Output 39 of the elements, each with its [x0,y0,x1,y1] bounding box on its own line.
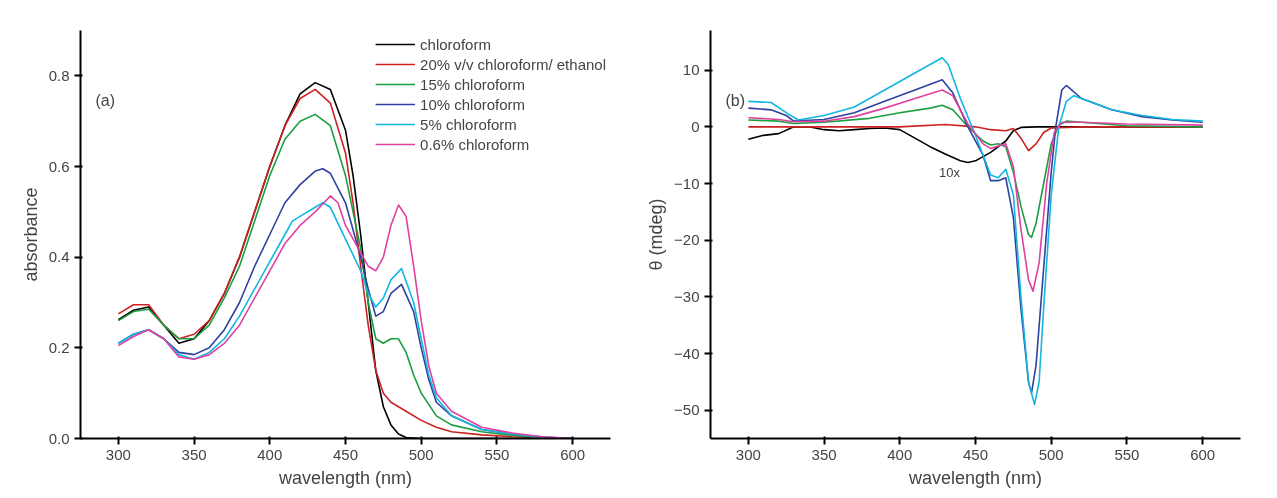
legend-label: 10% chloroform [420,95,526,113]
annotation: 10x [938,164,961,180]
y-tick-label: 0.6 [48,157,70,175]
x-axis-title: wavelength (nm) [907,467,1043,488]
x-tick-label: 600 [1190,445,1216,463]
legend-label: 15% chloroform [420,75,526,93]
x-tick-label: 350 [811,445,837,463]
y-tick-label: 0.2 [48,338,70,356]
y-tick-label: 0 [691,117,700,135]
x-tick-label: 500 [1038,445,1064,463]
y-tick-label: 10 [682,61,700,79]
x-tick-label: 500 [408,445,434,463]
annotation: (a) [95,91,116,109]
x-axis-title: wavelength (nm) [277,467,413,488]
x-tick-label: 600 [560,445,586,463]
legend-label: 20% v/v chloroform/ ethanol [420,55,606,73]
legend-label: 5% chloroform [420,115,517,133]
x-tick-label: 300 [735,445,761,463]
y-axis-title: absorbance [20,187,41,282]
y-tick-label: 0.4 [48,248,70,266]
y-tick-label: −40 [674,344,700,362]
x-tick-label: 450 [962,445,989,463]
x-tick-label: 300 [105,445,131,463]
legend-label: 0.6% chloroform [420,135,530,153]
x-tick-label: 450 [332,445,359,463]
annotation: (b) [725,91,746,109]
x-tick-label: 400 [257,445,283,463]
x-tick-label: 400 [887,445,913,463]
y-tick-label: −20 [674,231,700,249]
y-axis-title: θ (mdeg) [646,198,667,271]
x-tick-label: 550 [484,445,510,463]
legend-label: chloroform [420,35,491,53]
x-tick-label: 350 [181,445,207,463]
x-tick-label: 550 [1114,445,1140,463]
y-tick-label: 0.0 [48,429,70,447]
y-tick-label: −10 [674,174,700,192]
y-tick-label: −30 [674,287,700,305]
y-tick-label: 0.8 [48,66,70,84]
y-tick-label: −50 [674,401,700,419]
